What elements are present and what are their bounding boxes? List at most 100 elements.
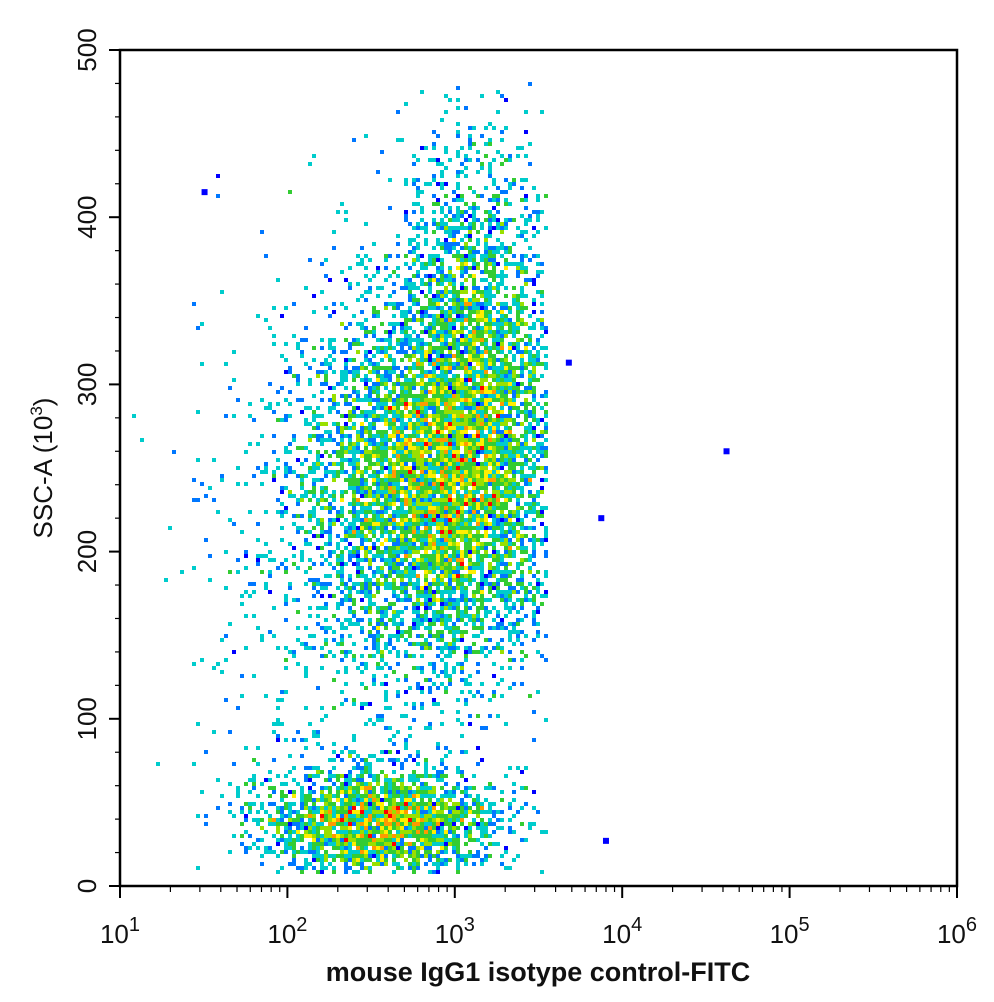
density-bin xyxy=(336,442,340,446)
density-bin xyxy=(496,642,500,646)
density-bin xyxy=(516,534,520,538)
density-bin xyxy=(416,222,420,226)
density-bin xyxy=(512,326,516,330)
density-bin xyxy=(372,366,376,370)
density-bin xyxy=(340,658,344,662)
density-bin xyxy=(312,774,316,778)
density-bin xyxy=(492,534,496,538)
density-bin xyxy=(480,514,484,518)
density-bin xyxy=(508,526,512,530)
density-bin xyxy=(496,282,500,286)
density-bin xyxy=(504,626,508,630)
density-bin xyxy=(376,450,380,454)
density-bin xyxy=(432,774,436,778)
density-bin xyxy=(516,562,520,566)
density-bin xyxy=(412,458,416,462)
density-bin xyxy=(424,330,428,334)
density-bin xyxy=(380,434,384,438)
density-bin xyxy=(428,438,432,442)
density-bin xyxy=(536,634,540,638)
density-bin xyxy=(440,362,444,366)
density-bin xyxy=(460,638,464,642)
density-bin xyxy=(488,170,492,174)
density-bin xyxy=(320,718,324,722)
density-bin xyxy=(488,334,492,338)
density-bin xyxy=(480,334,484,338)
density-bin xyxy=(448,378,452,382)
density-bin xyxy=(424,182,428,186)
density-bin xyxy=(472,262,476,266)
density-bin xyxy=(512,418,516,422)
density-bin xyxy=(372,798,376,802)
density-bin xyxy=(492,522,496,526)
density-bin xyxy=(464,654,468,658)
density-bin xyxy=(508,518,512,522)
density-bin xyxy=(500,130,504,134)
density-bin xyxy=(460,506,464,510)
density-bin xyxy=(512,242,516,246)
density-bin xyxy=(544,506,548,510)
density-bin xyxy=(428,470,432,474)
density-bin xyxy=(492,454,496,458)
density-bin xyxy=(392,382,396,386)
density-bin xyxy=(392,542,396,546)
density-bin xyxy=(504,454,508,458)
density-bin xyxy=(304,642,308,646)
density-bin xyxy=(424,610,428,614)
density-bin xyxy=(496,518,500,522)
density-bin xyxy=(416,610,420,614)
density-bin xyxy=(456,358,460,362)
density-bin xyxy=(528,582,532,586)
density-bin xyxy=(256,554,260,558)
density-bin xyxy=(404,498,408,502)
density-bin xyxy=(364,490,368,494)
density-bin xyxy=(440,182,444,186)
density-bin xyxy=(436,458,440,462)
density-bin xyxy=(488,294,492,298)
density-bin xyxy=(488,174,492,178)
density-bin xyxy=(448,674,452,678)
density-bin xyxy=(368,286,372,290)
density-bin xyxy=(532,386,536,390)
density-bin xyxy=(360,778,364,782)
density-bin xyxy=(408,266,412,270)
density-bin xyxy=(484,578,488,582)
density-bin xyxy=(464,286,468,290)
density-bin xyxy=(484,454,488,458)
density-bin xyxy=(504,774,508,778)
density-bin xyxy=(468,414,472,418)
density-bin xyxy=(472,626,476,630)
density-bin xyxy=(416,634,420,638)
density-bin xyxy=(456,350,460,354)
density-bin xyxy=(436,510,440,514)
density-bin xyxy=(312,466,316,470)
density-bin xyxy=(356,438,360,442)
density-bin xyxy=(444,342,448,346)
density-bin xyxy=(420,530,424,534)
density-bin xyxy=(360,258,364,262)
density-bin xyxy=(536,610,540,614)
density-bin xyxy=(336,558,340,562)
density-bin xyxy=(408,526,412,530)
density-bin xyxy=(352,582,356,586)
density-bin xyxy=(380,750,384,754)
density-bin xyxy=(436,162,440,166)
density-bin xyxy=(488,282,492,286)
density-bin xyxy=(412,566,416,570)
density-bin xyxy=(336,470,340,474)
density-bin xyxy=(448,370,452,374)
density-bin xyxy=(380,458,384,462)
density-bin xyxy=(444,426,448,430)
density-bin xyxy=(328,346,332,350)
density-bin xyxy=(388,502,392,506)
density-bin xyxy=(424,310,428,314)
density-bin xyxy=(396,730,400,734)
density-bin xyxy=(264,462,268,466)
density-bin xyxy=(524,410,528,414)
density-bin xyxy=(316,478,320,482)
density-bin xyxy=(376,634,380,638)
density-bin xyxy=(524,634,528,638)
density-bin xyxy=(508,458,512,462)
density-bin xyxy=(404,422,408,426)
density-bin xyxy=(392,470,396,474)
